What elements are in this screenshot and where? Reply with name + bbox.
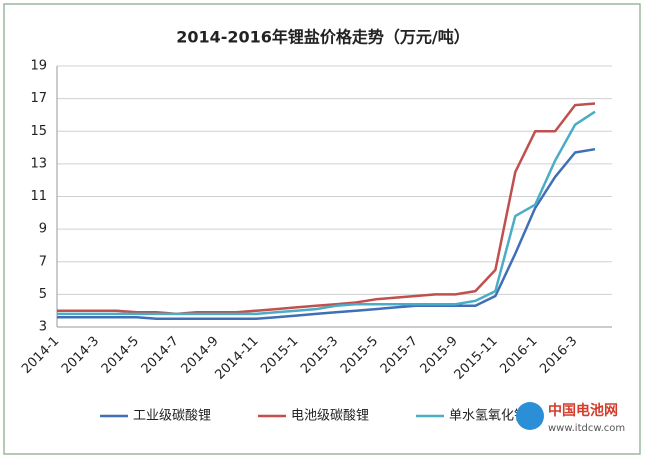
- line-series: [57, 110, 596, 316]
- y-tick-label: 19: [30, 59, 47, 74]
- y-tick-label: 9: [39, 222, 47, 237]
- watermark-brand: 中国电池网: [548, 402, 618, 419]
- watermark-logo: [516, 402, 544, 430]
- y-tick-label: 17: [30, 91, 47, 106]
- y-tick-label: 15: [30, 124, 47, 139]
- y-tick-label: 3: [39, 320, 47, 335]
- line-series: [57, 147, 596, 321]
- y-tick-label: 11: [30, 189, 47, 204]
- y-tick-label: 7: [39, 254, 47, 269]
- watermark-url: www.itdcw.com: [548, 423, 625, 434]
- legend-label: 工业级碳酸锂: [133, 409, 211, 424]
- chart-title: 2014-2016年锂盐价格走势（万元/吨）: [176, 28, 470, 47]
- y-tick-label: 5: [39, 287, 47, 302]
- watermark: 中国电池网 www.itdcw.com: [516, 402, 625, 434]
- legend-label: 单水氢氧化锂: [449, 409, 527, 424]
- line-series: [57, 102, 596, 316]
- y-tick-label: 13: [30, 156, 47, 171]
- legend-label: 电池级碳酸锂: [291, 409, 369, 424]
